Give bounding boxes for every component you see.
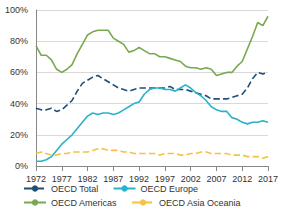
svg-text:1992: 1992 [129,174,149,184]
svg-text:2012: 2012 [232,174,252,184]
svg-text:40%: 40% [10,99,28,109]
svg-text:2002: 2002 [181,174,201,184]
svg-text:60%: 60% [10,67,28,77]
svg-text:OECD Asia Oceania: OECD Asia Oceania [159,198,241,208]
svg-text:1977: 1977 [52,174,72,184]
svg-text:1987: 1987 [103,174,123,184]
svg-text:2007: 2007 [206,174,226,184]
svg-text:1972: 1972 [26,174,46,184]
svg-text:2017: 2017 [258,174,278,184]
svg-text:OECD Total: OECD Total [51,184,98,194]
svg-text:1997: 1997 [155,174,175,184]
svg-text:0%: 0% [15,161,28,171]
svg-text:100%: 100% [5,5,28,15]
svg-text:OECD Americas: OECD Americas [51,198,117,208]
svg-text:OECD Europe: OECD Europe [141,184,199,194]
svg-text:20%: 20% [10,130,28,140]
svg-text:80%: 80% [10,36,28,46]
svg-text:1982: 1982 [78,174,98,184]
